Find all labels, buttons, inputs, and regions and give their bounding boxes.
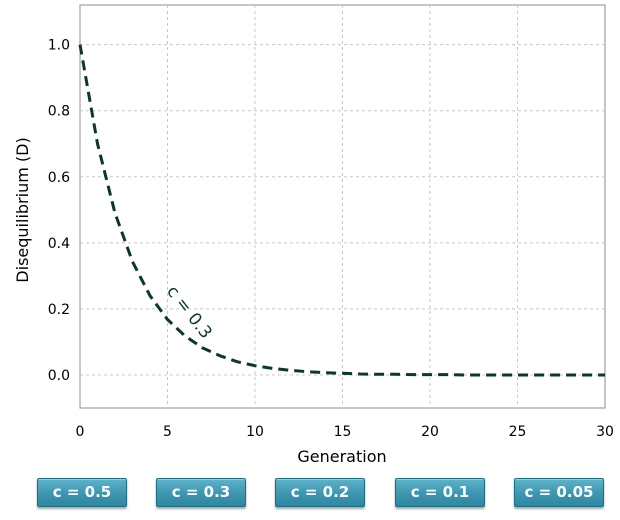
c-0-05-button[interactable]: c = 0.05 (514, 478, 604, 507)
x-tick-label: 20 (421, 424, 439, 440)
x-tick-label: 5 (163, 424, 172, 440)
c-0-5-button[interactable]: c = 0.5 (37, 478, 127, 507)
y-tick-label: 0.8 (48, 104, 70, 120)
chart: 0 5 10 15 20 25 30 0.0 0.2 0.4 0.6 0.8 1.0 c = 0.3 G… (13, 4, 614, 466)
chart-svg: 0 5 10 15 20 25 300.00.20.40.60.81.0 c = 0.3 G… (13, 4, 614, 466)
x-tick-label: 10 (246, 424, 264, 440)
x-tick-label: 25 (509, 424, 527, 440)
series (78, 44, 605, 377)
y-tick-label: 0.4 (48, 236, 70, 252)
y-axis-title: Disequilibrium (D) (13, 137, 32, 282)
y-tick-label: 1.0 (48, 38, 70, 54)
y-tick-label: 0.2 (48, 302, 70, 318)
x-tick-label: 30 (596, 424, 614, 440)
button-bar: c = 0.5 c = 0.3 c = 0.2 c = 0.1 c = 0.05 (0, 478, 620, 510)
x-axis-title: Generation (297, 447, 386, 466)
y-tick-label: 0.6 (48, 170, 70, 186)
x-tick-label: 15 (334, 424, 352, 440)
x-tick-label: 0 (76, 424, 85, 440)
tick-labels: 0 5 10 15 20 25 30 0.0 0.2 0.4 0.6 0.8 1.0 (48, 38, 614, 440)
series-line (78, 44, 605, 377)
grid (80, 5, 605, 408)
c-0-1-button[interactable]: c = 0.1 (395, 478, 485, 507)
c-0-2-button[interactable]: c = 0.2 (275, 478, 365, 507)
c-0-3-button[interactable]: c = 0.3 (156, 478, 246, 507)
y-tick-label: 0.0 (48, 368, 70, 384)
